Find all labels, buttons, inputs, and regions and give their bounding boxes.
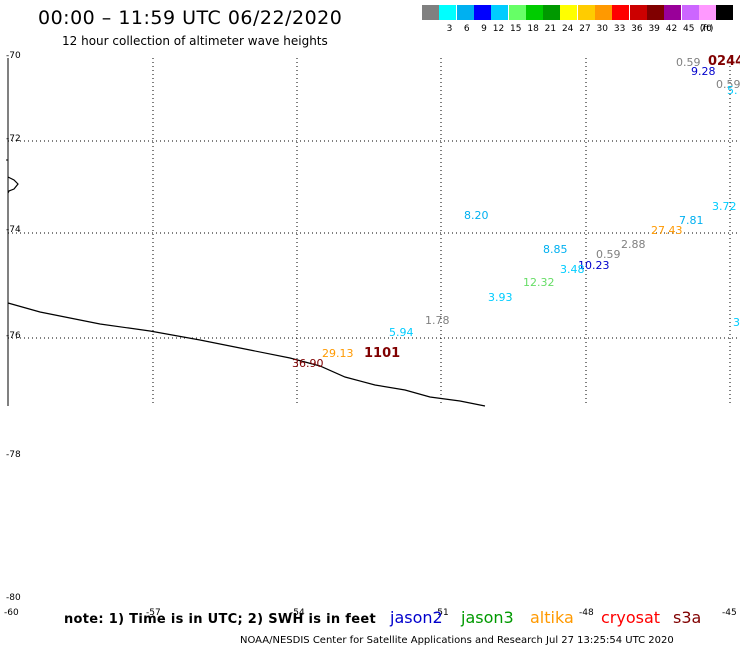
wave-height-label: 3.48 (560, 263, 585, 276)
legend-tick-label: 24 (561, 24, 574, 34)
satellite-name: altika (530, 608, 574, 627)
wave-height-label: 10.23 (578, 259, 610, 272)
wave-height-label: 3.93 (488, 291, 513, 304)
island-outline (7, 176, 19, 194)
lat-label: -74 (6, 225, 21, 235)
legend-swatch (612, 5, 630, 20)
wave-height-label: 0.59 (676, 56, 701, 69)
satellite-name: jason2 (390, 608, 443, 627)
wave-height-label: 7.81 (679, 214, 704, 227)
legend-swatch (716, 5, 734, 20)
legend-swatch (629, 5, 647, 20)
wave-height-label: 2.88 (621, 238, 646, 251)
legend-tick-label: 21 (544, 24, 557, 34)
wave-height-label: 12.32 (523, 276, 555, 289)
wave-height-label: 27.43 (651, 224, 683, 237)
lon-label: -51 (434, 608, 449, 618)
coastline (7, 302, 486, 407)
legend-swatch (664, 5, 682, 20)
map-title: 00:00 – 11:59 UTC 06/22/2020 (38, 7, 343, 29)
satellite-name: jason3 (461, 608, 514, 627)
legend-unit: (ft) (699, 24, 714, 34)
lat-label: -78 (6, 450, 21, 460)
legend-tick-label: 18 (527, 24, 539, 34)
legend-tick-label: 42 (665, 24, 678, 34)
wave-height-label: 8.85 (543, 243, 568, 256)
map-subtitle: 12 hour collection of altimeter wave hei… (62, 34, 328, 48)
lon-label: -45 (722, 608, 737, 618)
wave-height-label: 5.94 (389, 326, 414, 339)
wave-height-label: 36.90 (292, 357, 324, 370)
legend-tick-label: 30 (596, 24, 608, 34)
legend-swatch (422, 5, 439, 20)
lon-label: -48 (579, 608, 594, 618)
wave-height-label: 0244 (708, 54, 740, 69)
wave-height-label: 1101 (364, 346, 401, 361)
units-note: note: 1) Time is in UTC; 2) SWH is in fe… (64, 612, 376, 627)
wave-height-label: 0.59 (716, 78, 740, 91)
legend-swatch (698, 5, 716, 20)
legend-swatch (491, 5, 509, 20)
legend-tick-label: 15 (510, 24, 522, 34)
legend-tick-label: 12 (492, 24, 505, 34)
legend-swatch (681, 5, 699, 20)
credit-line: NOAA/NESDIS Center for Satellite Applica… (240, 635, 674, 646)
lat-label: -70 (6, 51, 21, 61)
legend-swatch (439, 5, 457, 20)
legend-tick-label: 33 (613, 24, 626, 34)
legend-swatch (456, 5, 474, 20)
lat-label: -60 (4, 608, 19, 618)
legend-swatch (595, 5, 612, 20)
legend-tick-label: 3 (446, 24, 453, 34)
wave-height-label: 0.59 (596, 248, 621, 261)
satellite-name: s3a (673, 608, 702, 627)
legend-swatch (473, 5, 491, 20)
wave-height-label: 3 (733, 316, 740, 329)
lon-label: -54 (290, 608, 305, 618)
legend-tick-label: 27 (579, 24, 591, 34)
lat-label: -80 (6, 593, 21, 603)
frame-ticks (6, 58, 9, 406)
legend-swatch (646, 5, 664, 20)
satellite-name: cryosat (601, 608, 661, 627)
lat-label: -72 (6, 134, 21, 144)
legend-tick-label: 45 (683, 24, 695, 34)
legend-tick-label: 36 (631, 24, 643, 34)
wave-height-label: 5. (727, 84, 738, 97)
legend-swatch (525, 5, 543, 20)
wave-height-label: 29.13 (322, 347, 354, 360)
legend-tick-label: 9 (481, 24, 487, 34)
legend-swatch (508, 5, 526, 20)
legend-swatch (577, 5, 595, 20)
wave-height-label: 1.78 (425, 314, 450, 327)
legend-swatch (543, 5, 561, 20)
legend-tick-label: 6 (463, 24, 470, 34)
lat-label: -76 (6, 331, 21, 341)
wave-height-label: 8.20 (464, 209, 489, 222)
legend-swatch (560, 5, 578, 20)
legend-tick-label: 70 (700, 24, 712, 34)
wave-height-label: 3.72 (712, 200, 737, 213)
lon-label: -57 (146, 608, 161, 618)
legend-tick-label: 39 (648, 24, 660, 34)
wave-height-label: 9.28 (691, 65, 716, 78)
